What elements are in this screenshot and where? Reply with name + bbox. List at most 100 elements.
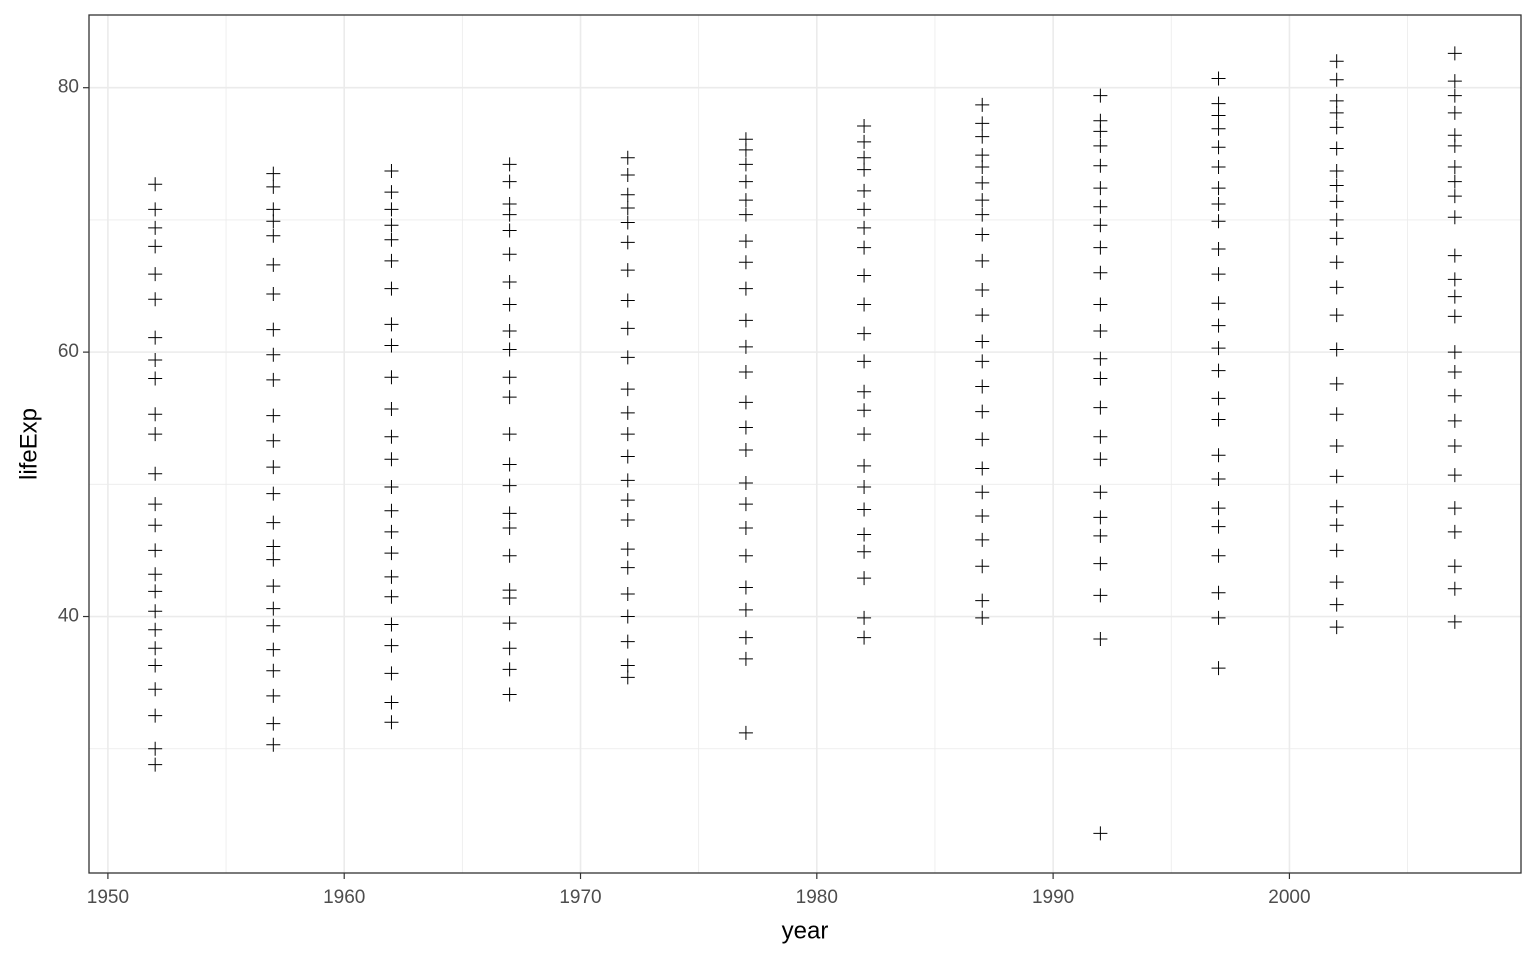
point xyxy=(502,548,517,563)
point xyxy=(738,174,753,189)
point xyxy=(148,220,163,235)
point xyxy=(148,622,163,637)
point xyxy=(1093,138,1108,153)
point xyxy=(1447,210,1462,225)
point xyxy=(738,281,753,296)
point xyxy=(1211,448,1226,463)
point xyxy=(384,503,399,518)
point xyxy=(975,610,990,625)
point xyxy=(738,602,753,617)
point xyxy=(1211,412,1226,427)
point xyxy=(148,202,163,217)
point xyxy=(738,630,753,645)
point xyxy=(148,741,163,756)
point xyxy=(857,297,872,312)
point xyxy=(148,757,163,772)
point xyxy=(738,364,753,379)
point xyxy=(1447,289,1462,304)
point xyxy=(1329,178,1344,193)
point xyxy=(738,157,753,172)
point xyxy=(1211,363,1226,378)
point xyxy=(620,634,635,649)
point xyxy=(148,641,163,656)
point xyxy=(1329,54,1344,69)
point xyxy=(1093,218,1108,233)
point xyxy=(738,520,753,535)
point xyxy=(502,457,517,472)
point xyxy=(857,502,872,517)
point xyxy=(1329,280,1344,295)
point xyxy=(1447,272,1462,287)
point xyxy=(384,452,399,467)
point xyxy=(620,167,635,182)
point xyxy=(266,601,281,616)
point xyxy=(738,255,753,270)
point xyxy=(1329,543,1344,558)
point xyxy=(148,407,163,422)
point xyxy=(975,354,990,369)
point xyxy=(1093,632,1108,646)
point xyxy=(266,257,281,272)
point xyxy=(148,497,163,512)
point xyxy=(738,420,753,435)
point xyxy=(975,207,990,222)
point xyxy=(620,350,635,365)
point xyxy=(1329,212,1344,227)
point xyxy=(975,193,990,208)
point xyxy=(857,384,872,399)
point xyxy=(1329,597,1344,612)
point xyxy=(620,263,635,278)
point xyxy=(1329,141,1344,156)
point xyxy=(620,427,635,442)
point xyxy=(738,207,753,222)
point xyxy=(148,518,163,533)
point xyxy=(1093,297,1108,312)
point xyxy=(620,473,635,488)
point xyxy=(975,253,990,268)
point xyxy=(1211,341,1226,356)
point xyxy=(502,427,517,442)
point xyxy=(975,509,990,524)
point xyxy=(502,687,517,702)
point xyxy=(857,458,872,473)
point xyxy=(1329,620,1344,635)
point xyxy=(620,382,635,397)
point xyxy=(266,322,281,337)
point xyxy=(1447,559,1462,574)
point xyxy=(266,642,281,657)
point xyxy=(738,548,753,563)
point xyxy=(738,234,753,249)
point xyxy=(1447,581,1462,596)
point xyxy=(1093,113,1108,128)
point xyxy=(1447,364,1462,379)
x-tick-label: 2000 xyxy=(1268,887,1310,908)
x-axis-title: year xyxy=(782,917,829,944)
point xyxy=(384,185,399,200)
point xyxy=(975,308,990,323)
point xyxy=(266,663,281,678)
point xyxy=(1093,429,1108,444)
point xyxy=(620,513,635,528)
point xyxy=(1329,438,1344,453)
point xyxy=(384,589,399,604)
point xyxy=(975,379,990,394)
point xyxy=(1211,472,1226,487)
point xyxy=(1447,74,1462,89)
point xyxy=(502,174,517,189)
point xyxy=(1093,588,1108,603)
point xyxy=(975,485,990,500)
point xyxy=(620,670,635,685)
point xyxy=(1329,105,1344,120)
point xyxy=(1329,575,1344,590)
point xyxy=(266,408,281,423)
point xyxy=(384,317,399,332)
point xyxy=(738,580,753,595)
point xyxy=(975,175,990,190)
point xyxy=(620,235,635,250)
point xyxy=(1211,519,1226,534)
point xyxy=(266,228,281,243)
point xyxy=(384,715,399,730)
point xyxy=(857,403,872,418)
panel-border xyxy=(88,14,1522,874)
point xyxy=(148,177,163,192)
